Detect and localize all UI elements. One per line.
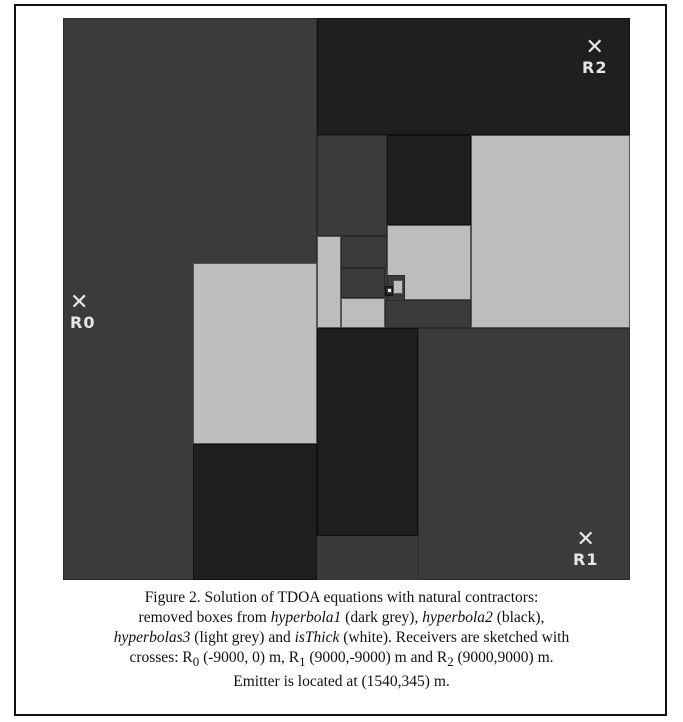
cross-icon: ✕ [576,527,595,552]
caption-line-2: removed boxes from hyperbola1 (dark grey… [20,608,663,628]
box-black-top [317,18,630,135]
caption-text: (9000,-9000) m and R [305,649,448,666]
caption-line-3: hyperbolas3 (light grey) and isThick (wh… [20,628,663,648]
box-dark-small-1 [341,236,387,268]
caption-text: Figure 2. Solution of TDOA equations wit… [144,589,539,606]
caption-text: crosses: R [129,649,193,666]
receiver-label: R1 [573,550,599,569]
receiver-r1: ✕ R1 [573,527,599,570]
caption-italic: hyperbola2 [422,609,493,626]
caption-sub: 2 [447,654,454,670]
caption-text: (9000,9000) m. [453,649,554,666]
caption-italic: hyperbola1 [270,609,342,626]
caption-line-4: crosses: R0 (-9000, 0) m, R1 (9000,-9000… [20,648,663,672]
caption-text: Emitter is located at (1540,345) m. [233,673,450,691]
caption-text: (-9000, 0) m, R [199,649,300,666]
caption-line-5: Emitter is located at (1540,345) m. [20,672,663,692]
receiver-label: R0 [70,313,96,332]
box-dark-small-3 [385,300,471,328]
caption-text: (black), [492,609,545,626]
box-dark-small-2 [341,268,385,298]
caption-sub: 0 [192,654,200,670]
caption-italic: hyperbolas3 [113,629,191,646]
box-black-bottom-left [193,444,317,580]
box-light-center-3 [341,298,385,328]
caption-text: removed boxes from [138,609,271,626]
figure-caption: Figure 2. Solution of TDOA equations wit… [20,588,663,692]
tdoa-box-plot: ✕ R2 ✕ R0 ✕ R1 [63,18,630,580]
cross-icon: ✕ [70,290,89,315]
caption-italic: isThick [294,629,340,646]
caption-text: (white). Receivers are sketched with [339,629,570,646]
cross-icon: ✕ [585,35,604,60]
box-light-center-1 [317,236,341,328]
box-black-center [387,135,471,225]
box-black-lower [317,328,418,536]
box-dark-center-upper [317,135,387,236]
box-light-left [193,263,317,444]
receiver-r2: ✕ R2 [582,35,608,78]
box-white-emitter [387,288,392,293]
box-light-right [471,135,630,328]
caption-text: (dark grey), [341,609,423,626]
caption-text: (light grey) and [190,629,295,646]
caption-line-1: Figure 2. Solution of TDOA equations wit… [20,588,663,608]
box-dark-bottom-right [418,328,630,580]
caption-sub: 1 [299,654,306,670]
receiver-r0: ✕ R0 [70,290,96,333]
box-tiny-light [393,280,403,294]
receiver-label: R2 [582,58,608,77]
